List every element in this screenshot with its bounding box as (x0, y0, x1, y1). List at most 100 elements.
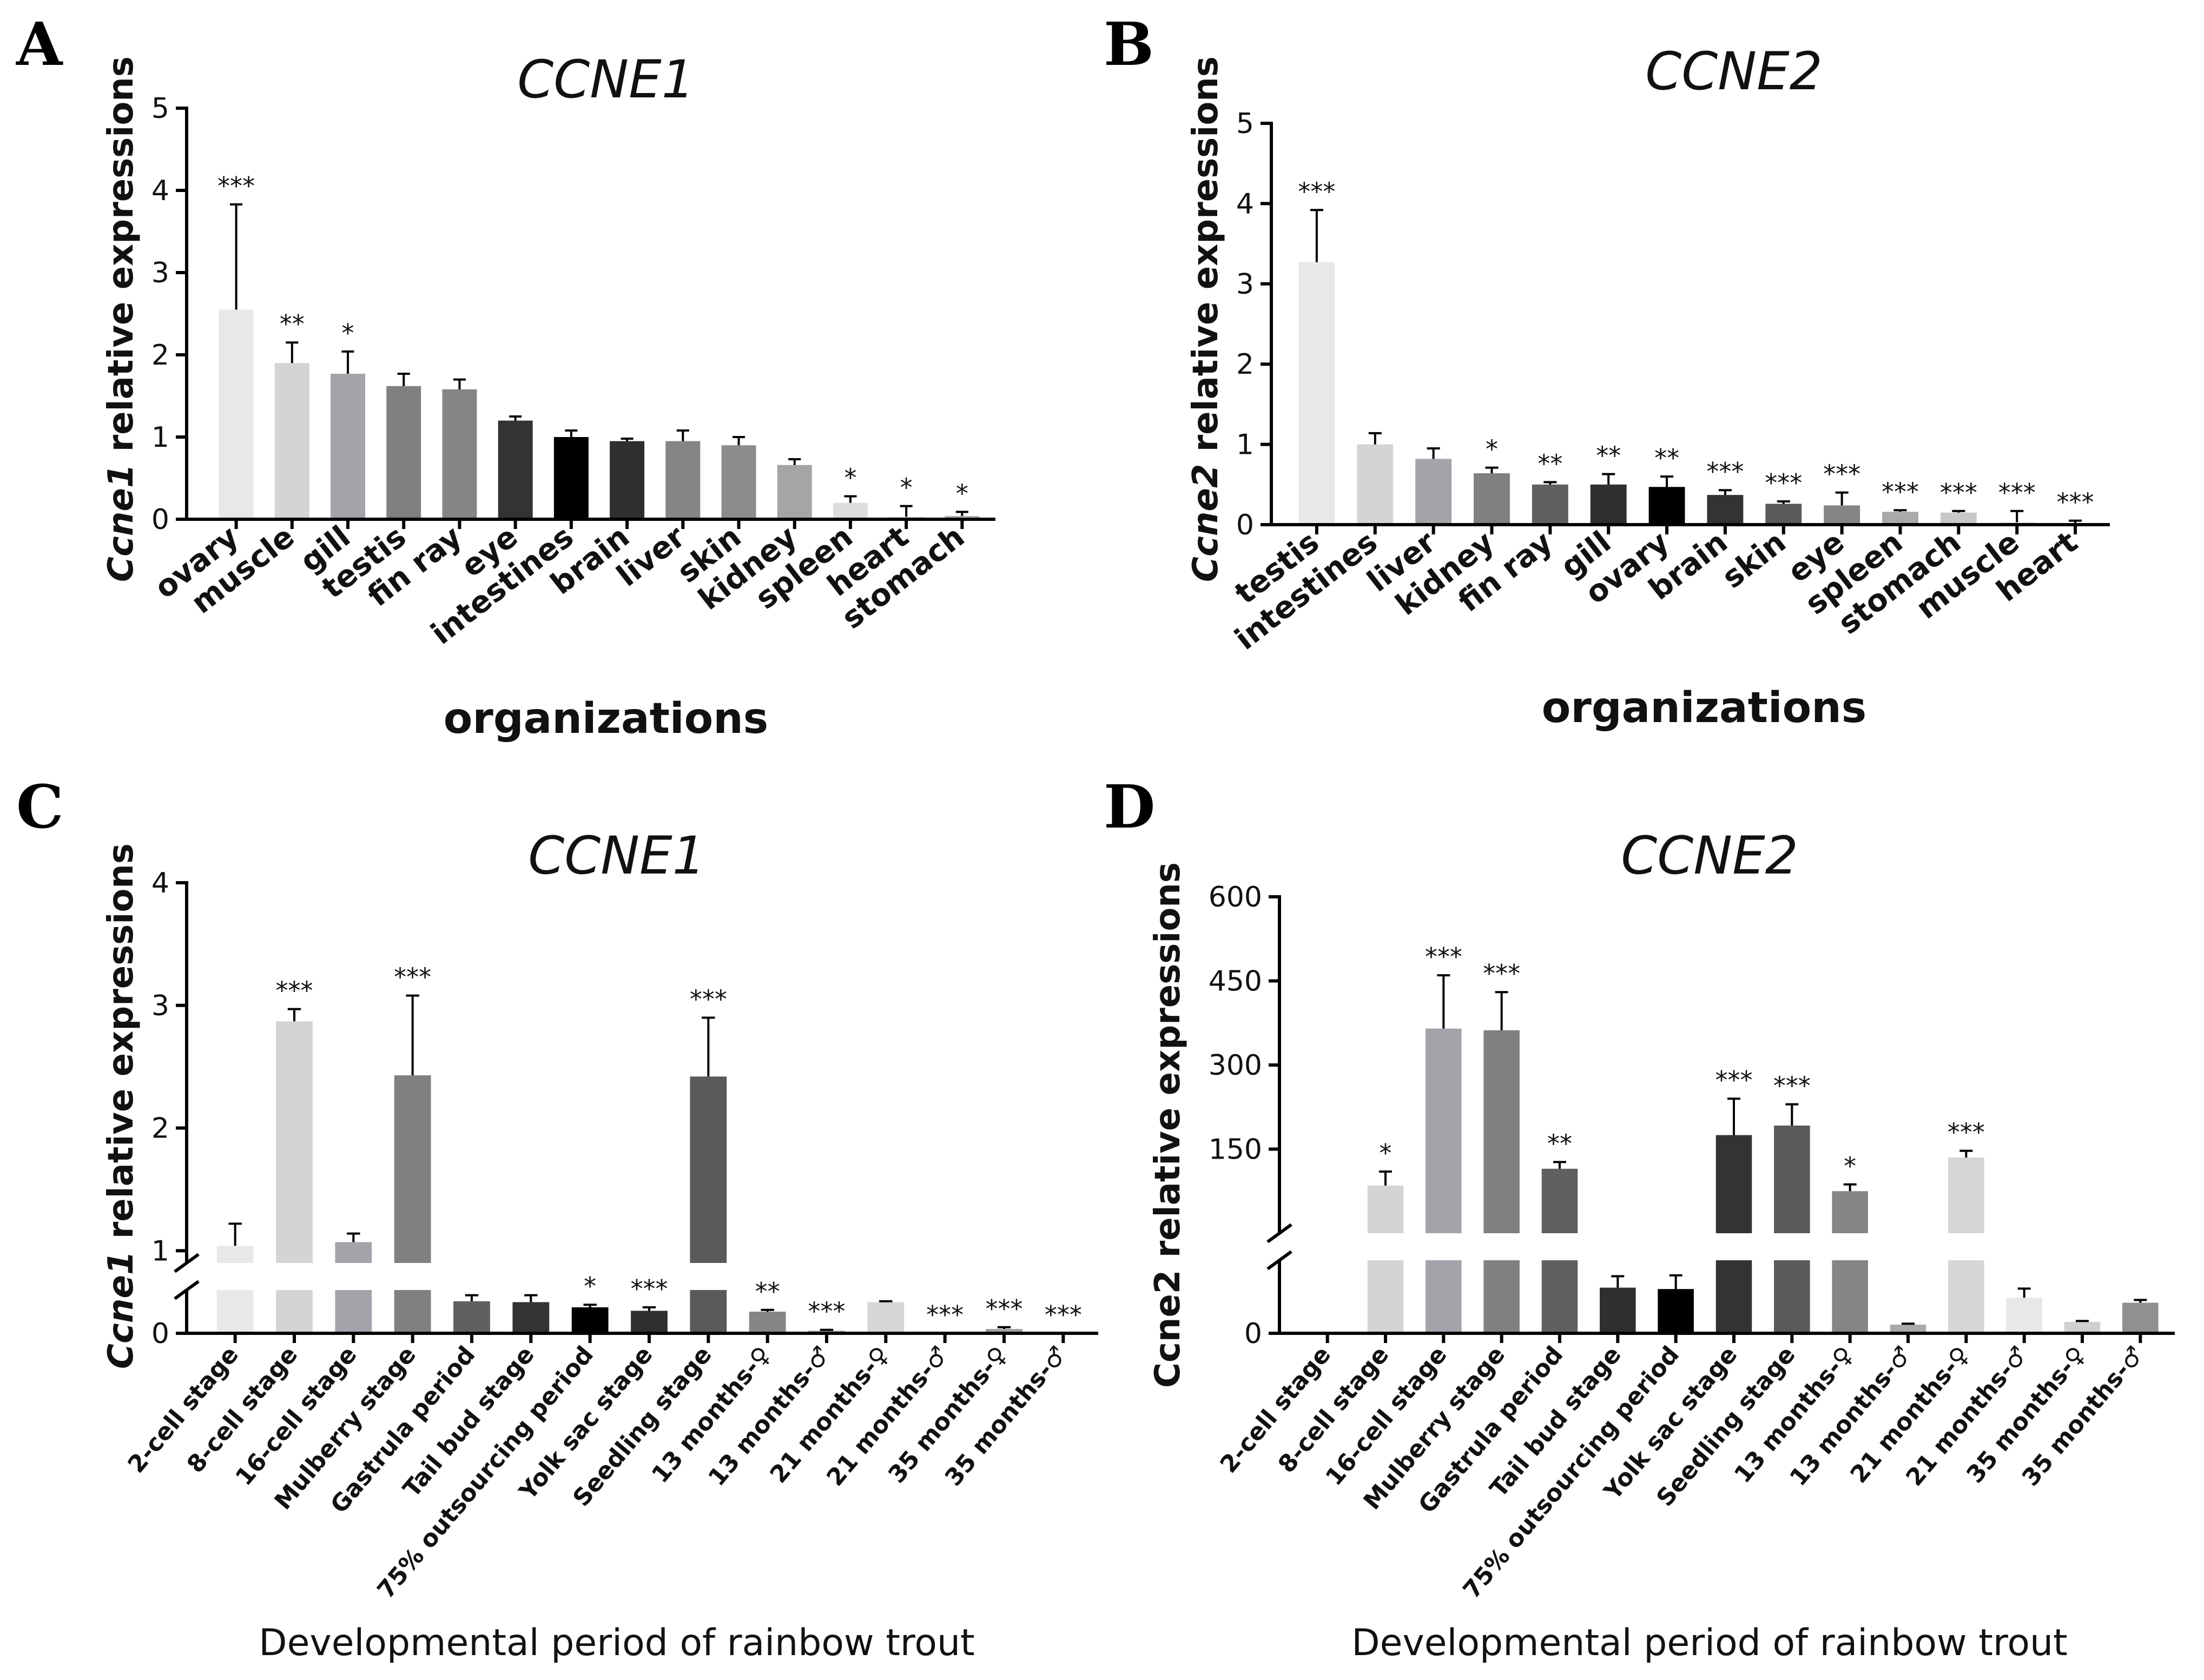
y-axis-label-rest-c: relative expressions (101, 843, 141, 1251)
pc-bar-lower-0 (216, 1290, 254, 1333)
pd-bar-13 (2064, 1321, 2101, 1333)
pc-bar-3 (394, 1075, 431, 1263)
pa-bar-2 (331, 373, 366, 519)
pa-significance-1: ** (280, 309, 305, 339)
pc-bar-11 (867, 1302, 905, 1333)
pb-significance-10: *** (1882, 477, 1919, 506)
pb-significance-12: *** (1998, 478, 2036, 507)
pc-significance-8: *** (690, 984, 727, 1014)
x-axis-label-c: Developmental period of rainbow trout (259, 1622, 974, 1664)
pc-bar-4 (453, 1301, 490, 1333)
pa-bar-8 (665, 441, 701, 519)
pb-bar-4 (1532, 484, 1568, 525)
pb-significance-6: ** (1654, 444, 1679, 473)
pb-bar-9 (1824, 505, 1860, 525)
pd-y-tick-label-0: 0 (1244, 1318, 1262, 1350)
pc-significance-12: *** (926, 1300, 964, 1330)
pc-significance-3: *** (394, 963, 431, 992)
pa-bar-9 (721, 445, 756, 519)
pd-bar-lower-11 (1948, 1260, 1984, 1333)
pd-axis-break-lower (1266, 1250, 1292, 1271)
pa-y-tick-label-0: 0 (151, 504, 169, 536)
pb-bar-3 (1474, 473, 1510, 525)
pd-bar-5 (1600, 1287, 1636, 1333)
pd-significance-3: *** (1483, 959, 1520, 988)
pa-bar-0 (219, 309, 254, 519)
pd-significance-1: * (1380, 1139, 1392, 1168)
pb-x-tick-label-8: skin (1715, 525, 1792, 596)
pb-significance-13: *** (2057, 488, 2094, 517)
pd-y-tick-label-2: 300 (1209, 1049, 1262, 1082)
panel-letter-c: C (16, 772, 64, 842)
pd-bar-lower-7 (1715, 1260, 1752, 1333)
pc-bar-1 (276, 1021, 313, 1263)
pd-significance-2: *** (1425, 942, 1462, 971)
panel-d: D CCNE2 Ccne2 relative expressions Devel… (1104, 772, 2175, 1664)
pa-y-tick-label-2: 2 (151, 339, 169, 372)
pb-significance-5: ** (1596, 441, 1621, 471)
x-axis-label-d: Developmental period of rainbow trout (1351, 1622, 2067, 1664)
pc-bar-lower-2 (335, 1290, 372, 1333)
panel-c: C CCNE1 Ccne1 relative expressions Devel… (16, 772, 1098, 1664)
pa-y-tick-label-3: 3 (151, 257, 169, 289)
pd-axis-break-upper (1266, 1223, 1292, 1244)
pc-axis-break-lower (174, 1280, 200, 1300)
pc-significance-6: * (584, 1272, 596, 1301)
pb-bar-8 (1765, 504, 1802, 525)
pa-bar-13 (945, 515, 980, 519)
pd-y-tick-label-4: 600 (1209, 881, 1262, 914)
pd-bar-7 (1715, 1135, 1752, 1233)
pd-bar-lower-8 (1774, 1260, 1810, 1333)
pb-bar-6 (1648, 487, 1685, 525)
chart-title-b: CCNE2 (1645, 41, 1823, 102)
pb-bar-1 (1357, 444, 1394, 525)
pc-y-tick-label-3: 3 (151, 990, 169, 1022)
pc-bar-5 (512, 1302, 550, 1333)
pb-y-tick-label-3: 3 (1236, 268, 1254, 301)
pa-bar-6 (553, 437, 589, 519)
pb-significance-11: *** (1940, 478, 1977, 507)
pd-bar-lower-9 (1832, 1260, 1868, 1333)
pb-significance-3: * (1486, 435, 1498, 464)
pc-y-tick-label-1: 1 (151, 1235, 169, 1267)
pb-bar-11 (1940, 512, 1977, 525)
pd-bar-8 (1774, 1125, 1810, 1233)
pd-y-tick-label-3: 450 (1209, 965, 1262, 998)
pa-bar-4 (442, 389, 477, 519)
pd-bar-11 (1948, 1158, 1984, 1233)
pa-bar-1 (274, 363, 309, 519)
pc-significance-9: ** (755, 1277, 780, 1306)
pb-y-tick-label-4: 4 (1236, 188, 1254, 220)
pd-bar-3 (1483, 1030, 1520, 1233)
pd-bar-lower-1 (1367, 1260, 1404, 1333)
y-axis-gene-a: Ccne1 (101, 464, 141, 582)
pc-bar-7 (631, 1311, 668, 1333)
y-axis-label-rest-b: relative expressions (1186, 56, 1226, 464)
pb-bar-10 (1882, 512, 1918, 525)
y-axis-label-d: Ccne2 relative expressions (1148, 862, 1188, 1388)
pa-y-tick-label-5: 5 (151, 92, 169, 125)
pa-significance-12: * (900, 473, 913, 502)
pa-significance-13: * (956, 479, 968, 508)
pd-significance-11: *** (1948, 1118, 1985, 1147)
pc-significance-13: *** (986, 1294, 1023, 1324)
pa-bar-5 (498, 420, 533, 519)
chart-title-a: CCNE1 (517, 49, 695, 110)
y-axis-label-c: Ccne1 relative expressions (101, 843, 141, 1369)
pb-significance-8: *** (1765, 468, 1802, 498)
pc-significance-10: *** (808, 1297, 846, 1326)
y-axis-gene-b: Ccne2 (1186, 464, 1226, 582)
pb-y-tick-label-1: 1 (1236, 429, 1254, 461)
pd-significance-9: * (1844, 1152, 1856, 1181)
pb-bar-0 (1298, 262, 1335, 525)
pc-significance-1: *** (276, 976, 313, 1006)
pb-bar-5 (1590, 484, 1627, 525)
y-axis-label-a: Ccne1 relative expressions (101, 56, 141, 582)
pa-y-tick-label-1: 1 (151, 421, 169, 454)
pa-bar-10 (777, 465, 812, 519)
pd-bar-lower-2 (1426, 1260, 1462, 1333)
pb-bar-2 (1415, 459, 1452, 525)
pa-significance-0: *** (217, 171, 255, 201)
pb-significance-9: *** (1823, 460, 1860, 489)
